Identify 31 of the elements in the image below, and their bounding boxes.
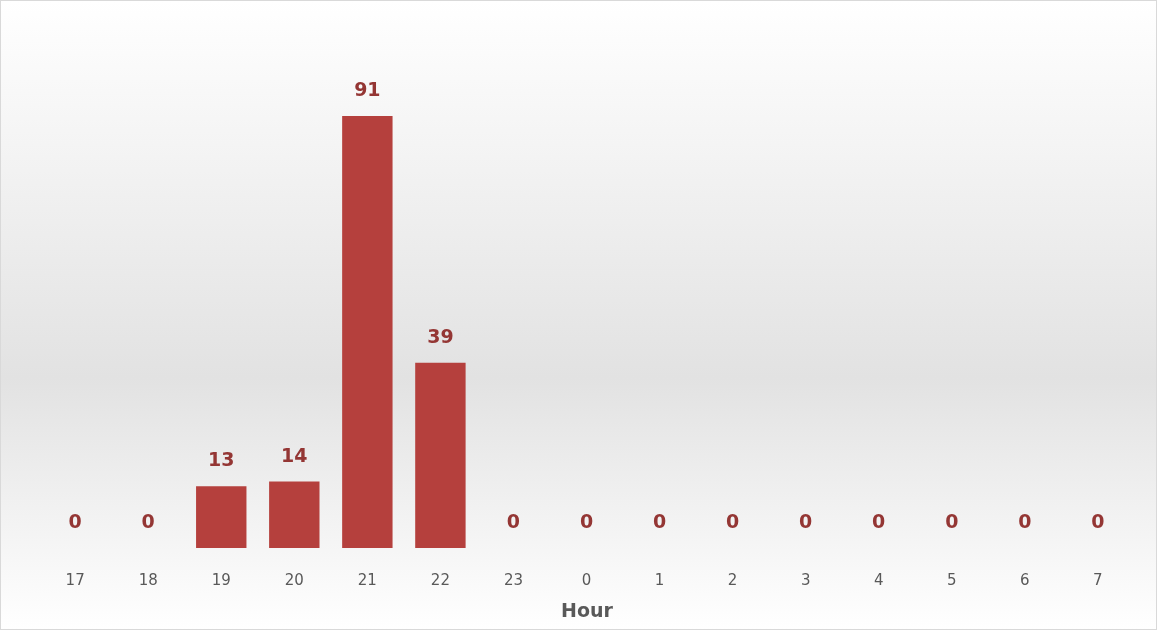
- x-tick-label: 19: [211, 570, 231, 589]
- x-tick-label: 7: [1093, 570, 1103, 589]
- x-tick-label: 17: [65, 570, 85, 589]
- data-label: 0: [579, 510, 594, 532]
- data-label: 13: [208, 448, 235, 471]
- data-label: 39: [427, 324, 454, 347]
- x-axis-title: Hour: [561, 598, 614, 621]
- data-label: 14: [281, 443, 308, 466]
- data-label: 0: [799, 510, 813, 532]
- data-label: 0: [141, 510, 155, 532]
- x-tick-label: 23: [503, 570, 523, 589]
- data-label: 91: [354, 78, 381, 100]
- data-label: 0: [506, 510, 521, 532]
- data-label: 0: [1018, 510, 1032, 532]
- x-tick-label: 6: [1020, 570, 1030, 589]
- data-label: 0: [652, 510, 667, 532]
- x-tick-label: 2: [727, 570, 738, 589]
- data-label: 0: [68, 510, 82, 532]
- data-label: 0: [725, 510, 740, 532]
- x-tick-label: 1: [654, 570, 665, 589]
- x-tick-label: 0: [581, 570, 592, 589]
- x-tick-label: 21: [357, 570, 377, 589]
- data-label: 0: [945, 510, 959, 532]
- x-tick-label: 20: [284, 570, 304, 589]
- x-tick-label: 22: [430, 570, 450, 589]
- x-tick-label: 5: [946, 570, 957, 589]
- x-tick-label: 3: [800, 570, 811, 589]
- data-label: 0: [1091, 510, 1105, 532]
- x-tick-label: 4: [873, 570, 884, 589]
- x-tick-label: 18: [138, 570, 158, 589]
- data-label: 0: [872, 510, 886, 532]
